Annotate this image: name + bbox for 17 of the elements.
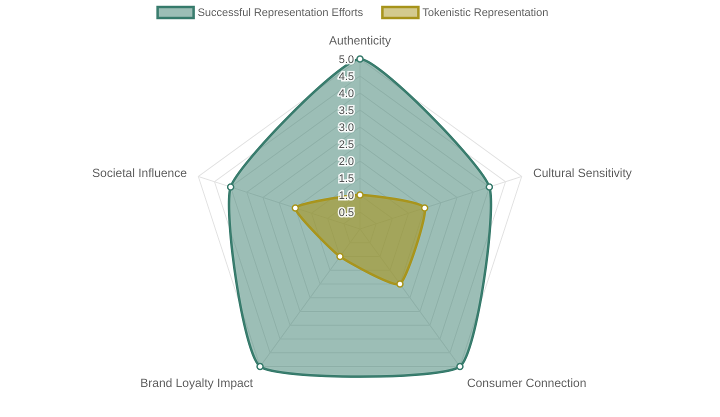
y-tick-label: 1.5: [338, 172, 354, 185]
spoke-label: Authenticity: [328, 34, 392, 48]
y-tick-label: 4.5: [338, 70, 354, 83]
y-tick-label: 5.0: [338, 54, 354, 66]
y-tick-label: 3.5: [338, 104, 354, 117]
y-tick-label: 0.5: [338, 206, 354, 219]
y-tick-label: 2.0: [338, 156, 354, 168]
y-tick-label: 2.5: [338, 138, 354, 151]
spoke-label: Brand Loyalty Impact: [140, 376, 254, 390]
spoke-label: Cultural Sensitivity: [533, 166, 632, 180]
y-tick-label: 3.0: [338, 122, 354, 134]
y-tick-label: 4.0: [338, 88, 354, 100]
legend-label: Tokenistic Representation: [422, 6, 548, 19]
y-tick-label: 1.0: [338, 190, 354, 202]
spoke-label: Consumer Connection: [466, 376, 586, 390]
spoke-label: Societal Influence: [92, 166, 188, 180]
legend-label: Successful Representation Efforts: [198, 6, 364, 19]
